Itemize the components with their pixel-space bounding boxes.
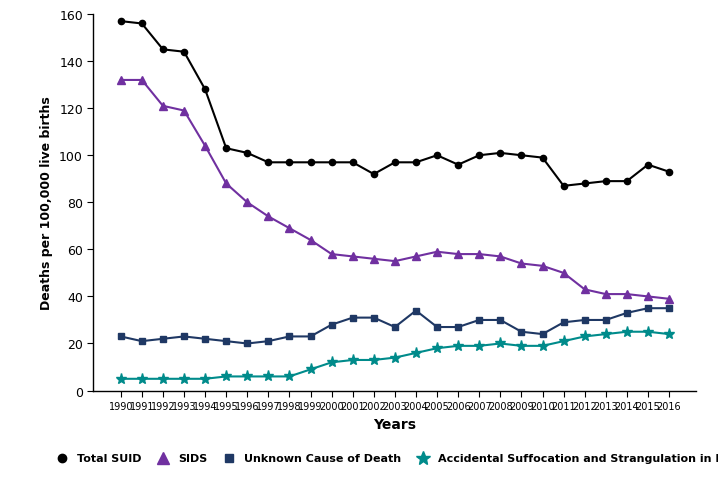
Legend: Total SUID, SIDS, Unknown Cause of Death, Accidental Suffocation and Strangulati: Total SUID, SIDS, Unknown Cause of Death… <box>47 449 718 468</box>
X-axis label: Years: Years <box>373 417 416 431</box>
Y-axis label: Deaths per 100,000 live births: Deaths per 100,000 live births <box>40 96 54 310</box>
